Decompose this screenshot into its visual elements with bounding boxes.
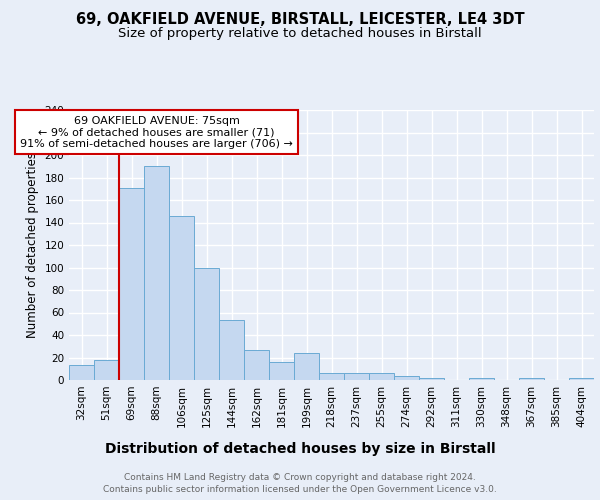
Bar — [469, 378, 494, 380]
Bar — [219, 320, 244, 380]
Bar — [569, 378, 594, 380]
Text: Contains public sector information licensed under the Open Government Licence v3: Contains public sector information licen… — [103, 485, 497, 494]
Bar — [419, 378, 444, 380]
Y-axis label: Number of detached properties: Number of detached properties — [26, 152, 39, 338]
Bar — [344, 373, 369, 380]
Text: 69 OAKFIELD AVENUE: 75sqm
← 9% of detached houses are smaller (71)
91% of semi-d: 69 OAKFIELD AVENUE: 75sqm ← 9% of detach… — [20, 116, 293, 149]
Bar — [269, 362, 294, 380]
Bar — [294, 353, 319, 380]
Bar — [369, 373, 394, 380]
Bar — [194, 268, 219, 380]
Text: 69, OAKFIELD AVENUE, BIRSTALL, LEICESTER, LE4 3DT: 69, OAKFIELD AVENUE, BIRSTALL, LEICESTER… — [76, 12, 524, 28]
Bar — [94, 360, 119, 380]
Text: Distribution of detached houses by size in Birstall: Distribution of detached houses by size … — [104, 442, 496, 456]
Bar — [319, 373, 344, 380]
Bar — [394, 376, 419, 380]
Bar — [144, 166, 169, 380]
Bar — [119, 188, 144, 380]
Bar — [519, 378, 544, 380]
Bar — [244, 350, 269, 380]
Bar — [69, 366, 94, 380]
Bar — [169, 216, 194, 380]
Text: Contains HM Land Registry data © Crown copyright and database right 2024.: Contains HM Land Registry data © Crown c… — [124, 472, 476, 482]
Text: Size of property relative to detached houses in Birstall: Size of property relative to detached ho… — [118, 28, 482, 40]
